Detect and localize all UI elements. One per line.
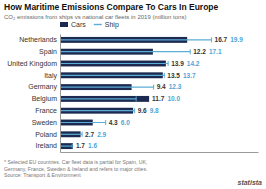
marks: [60, 37, 212, 149]
y-axis-line: [60, 35, 61, 153]
ship-end-marker: [190, 49, 191, 54]
cars-value-label: 4.3: [109, 119, 118, 126]
ship-value-label: 2.9: [97, 131, 106, 138]
branding: statista: [237, 179, 262, 186]
y-tick: Italy: [44, 72, 60, 80]
chart: How Maritime Emissions Compare To Cars I…: [0, 0, 266, 189]
ship-value-label: 12.3: [169, 83, 182, 90]
y-tick: United Kingdom: [7, 60, 60, 68]
ship-end-marker: [134, 108, 135, 113]
footnote: Source: Transport & Environment: [4, 172, 81, 178]
y-tick-label: Sweden: [32, 119, 57, 126]
cars-value-label: 13.9: [171, 60, 184, 67]
x-axis: [61, 152, 259, 153]
y-tick: Netherlands: [19, 36, 60, 43]
y-tick: Belgium: [32, 95, 60, 103]
title: How Maritime Emissions Compare To Cars I…: [4, 2, 219, 12]
ship-end-marker: [153, 85, 154, 90]
ship-line: [60, 39, 212, 40]
legend-swatch: [60, 22, 68, 27]
bar: [60, 143, 73, 149]
subtitle: CO₂ emissions from ships vs national car…: [4, 14, 186, 20]
ship-line: [60, 63, 168, 64]
legend-label: Cars: [71, 21, 86, 28]
cars-value-label: 2.7: [85, 131, 94, 138]
y-tick-label: Spain: [39, 48, 57, 56]
y-axis: Netherlands Spain United Kingdom Italy Germa…: [7, 35, 60, 153]
cars-value-label: 1.7: [76, 142, 85, 149]
y-tick-label: France: [35, 107, 57, 114]
y-tick: Ireland: [36, 142, 60, 149]
ship-value-label: 13.7: [183, 72, 196, 79]
footnote: * Selected EU countries. Car fleet data …: [4, 159, 147, 165]
ship-value-label: 9.8: [150, 107, 159, 114]
ship-line: [60, 86, 154, 87]
legend-swatch: [94, 24, 102, 25]
ship-line: [60, 110, 135, 111]
data-labels: 16.719.9 12.217.1 13.914.2 13.513.7 9.412.3 1…: [76, 36, 243, 149]
y-tick: Germany: [28, 83, 60, 91]
ship-end-marker: [105, 120, 106, 125]
plot: Netherlands Spain United Kingdom Italy Germa…: [7, 35, 258, 153]
y-tick-label: Germany: [28, 83, 57, 91]
y-tick: Poland: [35, 131, 60, 138]
ship-end-marker: [82, 132, 83, 137]
cars-value-label: 11.7: [152, 95, 165, 102]
footnote: Germany, France, Sweden & Ireland and re…: [4, 166, 148, 172]
ship-line: [60, 122, 106, 123]
y-tick-label: Italy: [44, 72, 57, 80]
y-tick-label: Ireland: [36, 142, 58, 149]
y-tick-label: United Kingdom: [7, 60, 57, 68]
y-tick: Sweden: [32, 119, 60, 126]
ship-line: [60, 146, 72, 147]
y-tick: France: [35, 107, 60, 114]
ship-end-marker: [168, 61, 169, 66]
cars-value-label: 9.4: [157, 83, 166, 90]
legend: Cars Ship: [60, 21, 119, 29]
ship-line: [60, 75, 164, 76]
ship-line: [60, 51, 190, 52]
ship-line: [60, 98, 136, 99]
cars-value-label: 16.7: [215, 36, 228, 43]
ship-value-label: 14.2: [187, 60, 200, 67]
cars-value-label: 9.6: [138, 107, 147, 114]
ship-value-label: 10.0: [167, 95, 180, 102]
bar: [60, 96, 149, 102]
ship-value-label: 1.6: [88, 142, 97, 149]
ship-value-label: 19.9: [230, 36, 243, 43]
ship-line: [60, 134, 82, 135]
legend-label: Ship: [105, 21, 119, 29]
y-tick: Spain: [39, 48, 60, 56]
y-tick-label: Netherlands: [19, 36, 57, 43]
x-axis-line: [61, 152, 259, 153]
ship-end-marker: [211, 37, 212, 42]
ship-value-label: 17.1: [209, 48, 222, 55]
ship-end-marker: [72, 144, 73, 149]
ship-end-marker: [164, 73, 165, 78]
cars-value-label: 12.2: [193, 48, 206, 55]
y-tick-label: Belgium: [32, 95, 57, 103]
cars-value-label: 13.5: [167, 72, 180, 79]
y-tick-label: Poland: [35, 131, 57, 138]
ship-end-marker: [136, 96, 137, 101]
ship-value-label: 6.0: [121, 119, 130, 126]
